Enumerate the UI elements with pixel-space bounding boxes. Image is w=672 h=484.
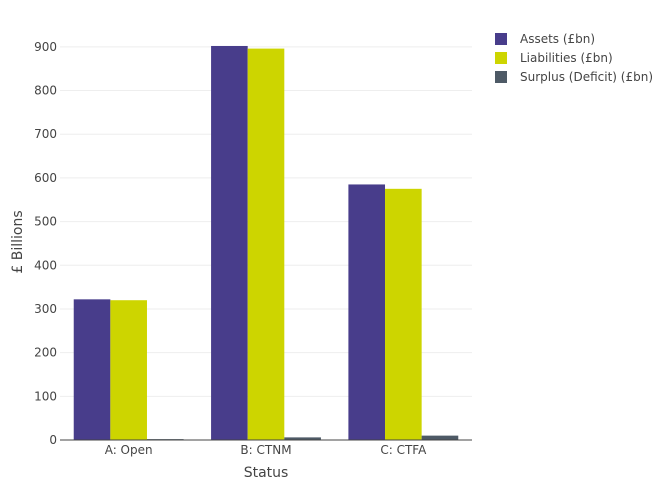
- y-tick-label: 500: [34, 215, 57, 229]
- bar: [284, 437, 321, 440]
- y-tick-label: 300: [34, 302, 57, 316]
- bar: [247, 48, 285, 440]
- legend-label: Liabilities (£bn): [520, 51, 613, 65]
- y-tick-label: 800: [34, 84, 57, 98]
- legend-label: Assets (£bn): [520, 32, 595, 46]
- bar: [73, 299, 111, 440]
- legend-label: Surplus (Deficit) (£bn): [520, 70, 653, 84]
- x-tick-label: B: CTNM: [240, 443, 291, 457]
- legend-swatch: [495, 33, 507, 45]
- y-tick-label: 400: [34, 258, 57, 272]
- legend-swatch: [495, 71, 507, 83]
- y-tick-label: 700: [34, 127, 57, 141]
- bar: [348, 184, 386, 440]
- y-tick-label: 200: [34, 346, 57, 360]
- bar: [110, 300, 147, 440]
- y-axis-title: £ Billions: [10, 210, 26, 273]
- y-tick-label: 0: [49, 433, 57, 447]
- y-tick-label: 100: [34, 389, 57, 403]
- bar: [385, 188, 422, 440]
- x-tick-label: A: Open: [105, 443, 153, 457]
- bar: [421, 435, 459, 440]
- y-tick-label: 900: [34, 40, 57, 54]
- x-tick-label: C: CTFA: [380, 443, 427, 457]
- y-tick-label: 600: [34, 171, 57, 185]
- legend: Assets (£bn) Liabilities (£bn) Surplus (De…: [495, 32, 653, 84]
- axes: 0 100 200 300 400 500 600 700 800 900 A: Open B: CT…: [34, 40, 472, 457]
- bar: [211, 45, 248, 441]
- x-axis-title: Status: [244, 465, 289, 480]
- legend-swatch: [495, 52, 507, 64]
- bars: [73, 45, 459, 441]
